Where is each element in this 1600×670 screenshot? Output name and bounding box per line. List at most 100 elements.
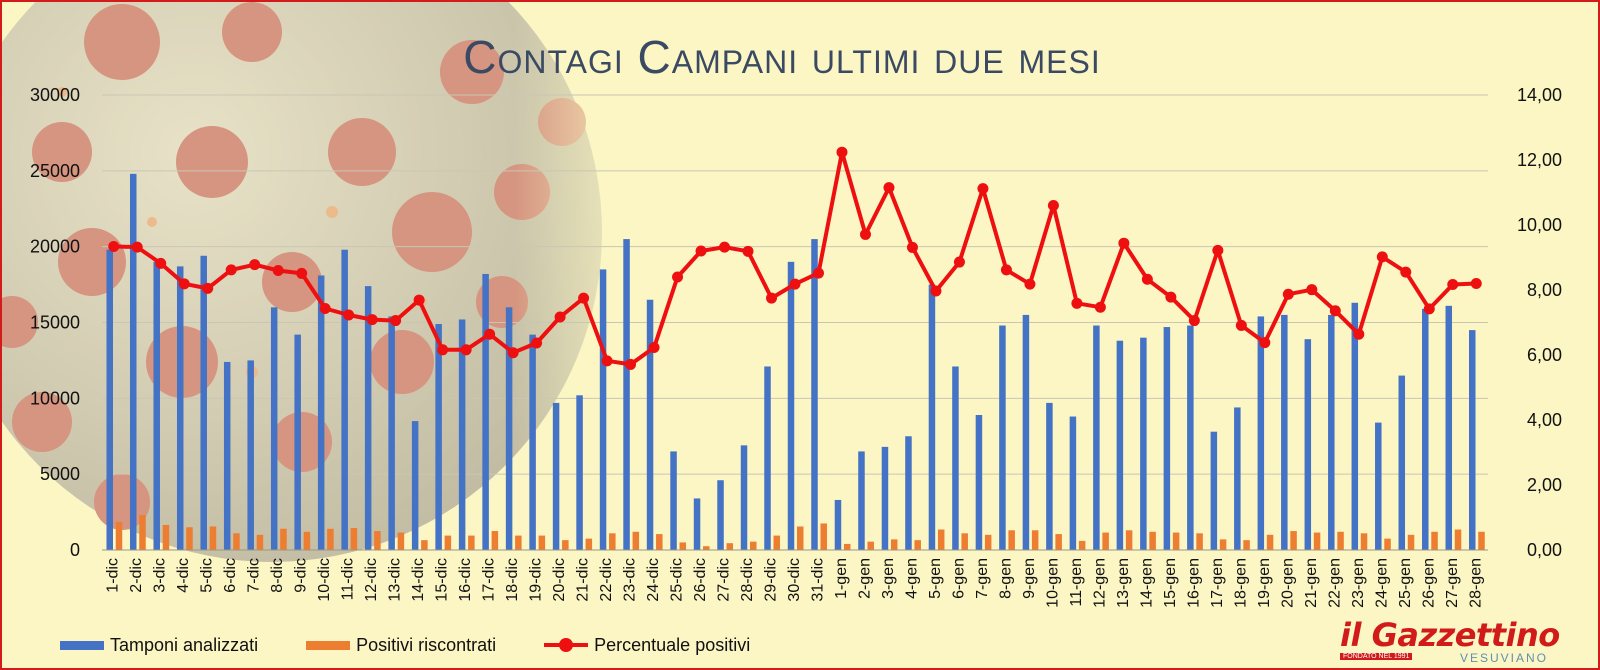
bar-tamponi — [693, 498, 701, 550]
bar-positivi — [468, 535, 475, 550]
bar-positivi — [726, 543, 734, 550]
bar-positivi — [937, 529, 945, 550]
x-tick-label: 27-dic — [716, 558, 733, 602]
bar-tamponi — [247, 360, 254, 550]
point-percentuale — [1212, 244, 1224, 256]
x-tick-label: 28-gen — [1467, 558, 1484, 608]
bar-tamponi — [552, 402, 560, 550]
x-tick-label: 6-dic — [222, 558, 239, 593]
bar-tamponi — [435, 324, 442, 550]
bar-positivi — [632, 531, 640, 550]
bar-positivi — [1478, 531, 1485, 550]
bar-tamponi — [129, 173, 137, 550]
y-right-tick-label: 2,00 — [1527, 475, 1562, 495]
bar-tamponi — [928, 284, 936, 550]
bar-tamponi — [176, 266, 184, 550]
x-tick-label: 20-dic — [551, 558, 568, 602]
point-percentuale — [202, 282, 214, 294]
y-left-tick-label: 20000 — [30, 237, 80, 257]
bar-tamponi — [1304, 339, 1312, 550]
point-percentuale — [1188, 315, 1200, 327]
point-percentuale — [1447, 278, 1459, 290]
point-percentuale — [319, 303, 331, 315]
point-percentuale — [601, 355, 613, 367]
bar-positivi — [1431, 531, 1438, 550]
bar-tamponi — [952, 366, 959, 550]
x-tick-label: 2-gen — [856, 558, 873, 599]
bar-tamponi — [975, 415, 983, 550]
bar-positivi — [1219, 539, 1227, 550]
bar-positivi — [327, 528, 334, 550]
x-tick-label: 4-gen — [903, 558, 920, 599]
x-tick-label: 18-dic — [504, 558, 521, 602]
bar-tamponi — [505, 307, 513, 550]
bar-tamponi — [1234, 407, 1241, 550]
bar-positivi — [139, 515, 146, 550]
point-percentuale — [131, 241, 143, 253]
x-tick-label: 18-gen — [1232, 558, 1249, 608]
point-percentuale — [1235, 319, 1247, 331]
bar-positivi — [444, 535, 452, 550]
bar-tamponi — [1163, 327, 1171, 550]
point-percentuale — [507, 347, 519, 359]
x-tick-label: 3-dic — [152, 558, 169, 593]
bar-tamponi — [811, 239, 818, 551]
point-percentuale — [1141, 273, 1153, 285]
legend-label-tamponi: Tamponi analizzati — [110, 634, 259, 655]
y-right-tick-label: 14,00 — [1517, 85, 1562, 105]
point-percentuale — [1470, 278, 1482, 289]
bar-tamponi — [670, 451, 677, 550]
point-percentuale — [1423, 303, 1435, 315]
point-percentuale — [789, 278, 801, 290]
y-right-tick-label: 6,00 — [1527, 345, 1562, 365]
point-percentuale — [1165, 291, 1177, 303]
bar-positivi — [256, 534, 264, 550]
point-percentuale — [296, 267, 308, 279]
point-percentuale — [178, 278, 190, 290]
x-tick-label: 14-gen — [1138, 558, 1155, 608]
bar-positivi — [515, 535, 522, 550]
point-percentuale — [413, 294, 425, 306]
bar-positivi — [233, 533, 240, 550]
x-tick-label: 30-dic — [786, 558, 803, 602]
point-percentuale — [648, 342, 660, 354]
y-left-tick-label: 0 — [70, 540, 80, 560]
point-percentuale — [108, 240, 120, 252]
x-tick-label: 16-gen — [1185, 558, 1202, 608]
point-percentuale — [672, 271, 684, 283]
x-tick-label: 12-gen — [1091, 558, 1108, 608]
legend-swatch-percentuale — [544, 638, 589, 652]
x-tick-label: 19-dic — [528, 558, 545, 602]
chart-title: Contagi Campani ultimi due mesi — [463, 31, 1101, 83]
point-percentuale — [695, 245, 707, 257]
point-percentuale — [155, 257, 167, 269]
point-percentuale — [554, 311, 566, 323]
x-tick-label: 6-gen — [950, 558, 967, 599]
logo-subtitle: VESUVIANO — [1460, 651, 1549, 665]
point-percentuale — [460, 344, 472, 356]
bar-positivi — [421, 540, 428, 550]
bar-positivi — [820, 523, 827, 550]
point-percentuale — [625, 358, 637, 370]
bar-positivi — [209, 526, 217, 550]
bar-positivi — [562, 540, 569, 550]
bar-positivi — [1243, 540, 1250, 550]
bar-positivi — [162, 524, 170, 550]
y-right-tick-label: 8,00 — [1527, 280, 1562, 300]
x-tick-label: 4-dic — [175, 558, 192, 593]
bar-tamponi — [1398, 375, 1406, 550]
bar-tamponi — [1116, 340, 1124, 550]
x-tick-label: 5-gen — [927, 558, 944, 599]
bar-tamponi — [1281, 314, 1288, 550]
point-percentuale — [1118, 237, 1130, 249]
bar-tamponi — [411, 421, 419, 550]
bar-tamponi — [529, 334, 536, 550]
point-percentuale — [1094, 301, 1106, 313]
bar-tamponi — [106, 249, 113, 550]
y-right-tick-label: 0,00 — [1527, 540, 1562, 560]
x-tick-label: 1-dic — [105, 558, 122, 593]
bar-positivi — [1407, 534, 1415, 550]
bar-tamponi — [740, 445, 748, 550]
bar-tamponi — [717, 480, 724, 550]
